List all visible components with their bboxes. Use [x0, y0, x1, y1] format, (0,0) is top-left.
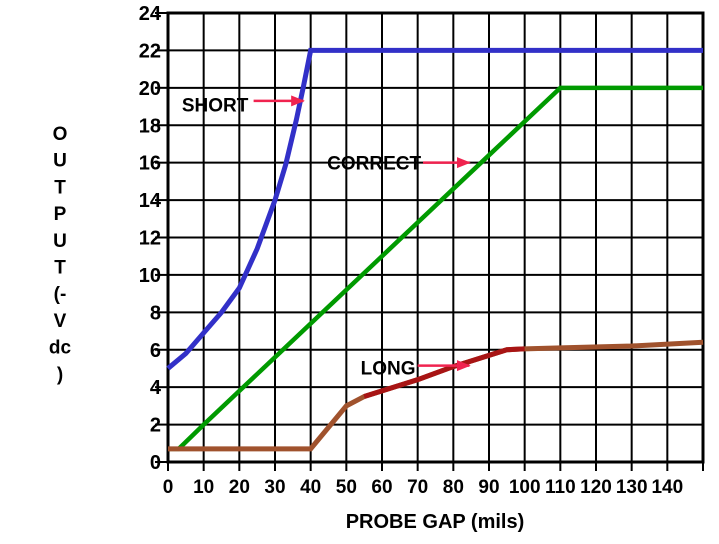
x-tick-label: 120	[580, 477, 612, 498]
x-tick-label: 100	[509, 477, 541, 498]
y-axis-title-char: O	[53, 124, 68, 145]
y-tick-label: 10	[139, 265, 161, 287]
x-tick-label: 90	[478, 477, 499, 498]
y-tick-label: 0	[150, 452, 161, 474]
y-axis-title-char: U	[53, 231, 67, 252]
y-tick-label: 2	[150, 415, 161, 437]
y-tick-label: 12	[139, 228, 161, 250]
y-tick-label: 8	[150, 302, 161, 324]
annotation-label-correct: CORRECT	[327, 154, 421, 175]
x-tick-label: 80	[443, 477, 464, 498]
y-tick-label: 20	[139, 78, 161, 100]
x-tick-label: 50	[336, 477, 357, 498]
y-axis-title-char: dc	[49, 338, 72, 359]
annotation-label-short: SHORT	[182, 96, 249, 117]
axis-ticks	[155, 12, 704, 471]
x-tick-label: 130	[616, 477, 648, 498]
y-axis-title-char: T	[54, 258, 66, 279]
series-line-long	[168, 339, 704, 452]
x-tick-label: 0	[163, 477, 174, 498]
y-tick-label: 24	[139, 3, 162, 25]
x-tick-label: 110	[545, 477, 576, 498]
y-axis-title-char: P	[54, 204, 67, 225]
x-tick-labels: 0 10 20 30 40 50 60 70 80 90 100 110 120 130 140	[163, 477, 683, 498]
y-axis-title-char: V	[54, 311, 67, 332]
y-tick-label: 4	[150, 377, 162, 399]
y-tick-label: 14	[139, 190, 162, 212]
x-axis-title: PROBE GAP (mils)	[346, 511, 525, 533]
series-line-correct	[168, 85, 703, 452]
series-annotations: SHORT CORRECT LONG	[182, 95, 471, 380]
y-axis-title-char: )	[57, 364, 63, 385]
series-line-short	[166, 47, 703, 371]
y-tick-label: 22	[139, 40, 161, 62]
x-tick-label: 70	[407, 477, 428, 498]
y-tick-label: 6	[150, 340, 161, 362]
annotation-label-long: LONG	[361, 359, 416, 380]
y-axis-title-char: T	[54, 177, 66, 198]
y-tick-label: 18	[139, 115, 161, 137]
data-series	[166, 47, 704, 452]
x-tick-label: 40	[300, 477, 321, 498]
x-tick-label: 10	[193, 477, 214, 498]
y-axis-title-char: U	[53, 151, 67, 172]
y-axis-title-char: (-	[54, 284, 67, 305]
x-tick-label: 140	[651, 477, 683, 498]
y-tick-label: 16	[139, 153, 161, 175]
grid-lines	[167, 12, 704, 463]
x-tick-label: 20	[229, 477, 250, 498]
x-tick-label: 30	[264, 477, 285, 498]
x-tick-label: 60	[371, 477, 392, 498]
series-line-long-segment	[363, 346, 525, 399]
